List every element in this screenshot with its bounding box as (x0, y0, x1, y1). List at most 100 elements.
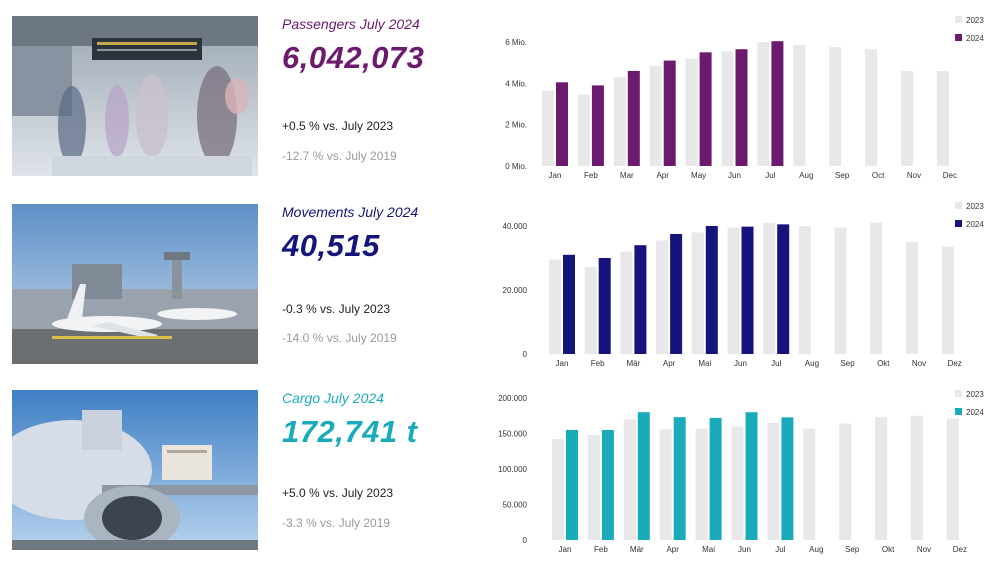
bar-2024-Jan (563, 254, 575, 354)
bar-2023-Dez (946, 418, 959, 540)
bar-2024-Jan (556, 82, 568, 166)
bar-2024-Mär (637, 412, 650, 540)
x-tick-label: Feb (584, 171, 598, 180)
cargo-chart: 0 50.000 100.000 150.000 200.000 Jan Feb Mär Apr… (495, 382, 995, 557)
legend-label-2023: 2023 (966, 16, 984, 25)
x-tick-label: Mär (630, 545, 644, 554)
movements-kpi: Movements July 2024 40,515 -0.3 % vs. Ju… (282, 204, 482, 364)
bar-2023-Jul (757, 42, 770, 166)
bar-2023-Nov (906, 242, 918, 354)
x-tick-label: Nov (912, 359, 926, 368)
x-tick-label: Sep (845, 545, 860, 554)
legend-swatch-2024 (955, 408, 962, 415)
bar-2024-Jun (741, 226, 754, 354)
bar-2023-Jun (721, 51, 734, 166)
bar-2024-Feb (601, 429, 614, 540)
bar-2023-Apr (656, 240, 669, 354)
x-tick-label: Mär (627, 359, 641, 368)
bar-2024-Jun (735, 49, 748, 166)
bar-2023-Sep (834, 227, 847, 354)
y-tick-label: 40.000 (503, 222, 528, 231)
legend-swatch-2023 (955, 390, 962, 397)
bar-2023-Dec (936, 70, 949, 166)
bar-2024-Mai (705, 226, 718, 354)
bar-2023-Mar (613, 77, 626, 166)
cargo-kpi: Cargo July 2024 172,741 t +5.0 % vs. Jul… (282, 390, 482, 550)
x-tick-label: Jan (549, 171, 562, 180)
bar-2024-Apr (670, 234, 683, 354)
legend-swatch-2024 (955, 34, 962, 41)
passengers-kpi: Passengers July 2024 6,042,073 +0.5 % vs… (282, 16, 482, 176)
bar-2023-Mai (691, 232, 704, 354)
bar-2023-Sep (839, 423, 852, 540)
bar-2023-Dez (941, 246, 954, 354)
bar-2023-Jan (542, 90, 554, 166)
bar-2023-Oct (865, 49, 878, 166)
x-tick-label: Jul (765, 171, 775, 180)
bar-2024-Mai (709, 417, 722, 540)
x-tick-label: Apr (663, 359, 676, 368)
bar-2023-Jan (552, 439, 564, 540)
bar-2023-Aug (793, 45, 806, 166)
bar-2023-Nov (911, 415, 923, 540)
y-tick-label: 20.000 (503, 286, 528, 295)
x-tick-label: Dec (943, 171, 957, 180)
bar-2023-Feb (587, 434, 600, 540)
bar-2024-Mar (627, 70, 640, 166)
bar-2024-Jun (745, 412, 758, 540)
bar-2023-May (685, 58, 698, 166)
bar-2023-Jul (767, 422, 780, 540)
x-tick-label: Jun (728, 171, 741, 180)
x-tick-label: Jul (775, 545, 785, 554)
x-tick-label: Okt (877, 359, 890, 368)
x-tick-label: Mar (620, 171, 634, 180)
legend-label-2024: 2024 (966, 34, 984, 43)
bar-2023-Jan (549, 259, 561, 354)
bar-2023-Jun (727, 227, 740, 354)
legend-label-2024: 2024 (966, 408, 984, 417)
kpi-change-vs-2023: -0.3 % vs. July 2023 (282, 302, 391, 316)
y-tick-label: 6 Mio. (505, 38, 527, 47)
bar-2023-Aug (803, 428, 816, 540)
x-tick-label: Nov (917, 545, 931, 554)
passengers-row: Passengers July 2024 6,042,073 +0.5 % vs… (0, 0, 1000, 180)
legend-label-2023: 2023 (966, 202, 984, 211)
x-tick-label: Jan (556, 359, 569, 368)
bar-2023-Feb (584, 266, 597, 354)
y-tick-label: 0 Mio. (505, 162, 527, 171)
x-tick-label: Jun (734, 359, 747, 368)
x-tick-label: Aug (799, 171, 813, 180)
kpi-change-vs-2023: +5.0 % vs. July 2023 (282, 486, 394, 500)
y-tick-label: 0 (523, 350, 528, 359)
x-tick-label: Okt (882, 545, 895, 554)
legend-label-2023: 2023 (966, 390, 984, 399)
bar-2023-Feb (577, 94, 590, 166)
kpi-title: Movements July 2024 (282, 204, 419, 220)
kpi-value: 40,515 (282, 228, 380, 263)
movements-row: Movements July 2024 40,515 -0.3 % vs. Ju… (0, 188, 1000, 368)
legend-swatch-2023 (955, 16, 962, 23)
bar-2024-May (699, 52, 712, 167)
bar-2024-Apr (663, 60, 676, 166)
kpi-change-vs-2019: -14.0 % vs. July 2019 (282, 331, 397, 345)
y-tick-label: 2 Mio. (505, 121, 527, 130)
bar-2023-Aug (798, 226, 811, 354)
y-tick-label: 50.000 (503, 501, 528, 510)
bar-2023-Mai (695, 428, 708, 540)
airport-terminal-passengers-image (12, 16, 258, 176)
x-tick-label: Feb (594, 545, 608, 554)
kpi-change-vs-2019: -3.3 % vs. July 2019 (282, 516, 391, 530)
legend-label-2024: 2024 (966, 220, 984, 229)
x-tick-label: Apr (666, 545, 679, 554)
bar-2023-Nov (901, 70, 913, 166)
bar-2023-Apr (659, 429, 672, 540)
bar-2024-Feb (591, 85, 604, 166)
x-tick-label: Feb (591, 359, 605, 368)
y-tick-label: 100.000 (498, 465, 527, 474)
x-tick-label: Jan (559, 545, 572, 554)
bar-2023-Mär (623, 419, 636, 540)
kpi-title: Cargo July 2024 (282, 390, 384, 406)
bar-2024-Jul (781, 417, 794, 540)
x-tick-label: Nov (907, 171, 921, 180)
bar-2024-Apr (673, 417, 686, 540)
